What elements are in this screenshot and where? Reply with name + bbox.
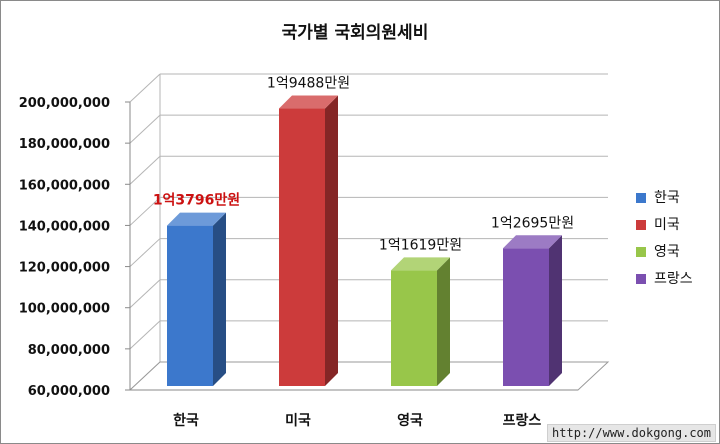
legend-label: 프랑스 (654, 271, 693, 287)
bar (279, 108, 325, 387)
bar-side (325, 95, 338, 387)
legend-swatch (636, 274, 646, 284)
watermark-url: http://www.dokgong.com (547, 424, 716, 442)
plot-area: 60,000,000 80,000,000 100,000,000 120,000,0… (19, 73, 610, 429)
bar-group (167, 212, 226, 386)
bar-side (437, 257, 450, 386)
bar (503, 248, 549, 386)
y-tick-label: 200,000,000 (19, 96, 110, 111)
data-label: 1억3796만원 (153, 193, 240, 209)
x-tick-label: 영국 (397, 412, 423, 429)
x-tick-label: 미국 (285, 413, 311, 429)
bar-top (391, 257, 450, 271)
y-tick-label: 140,000,000 (19, 219, 110, 234)
bar-side (549, 235, 562, 386)
legend-swatch (636, 193, 646, 203)
gridline-depth (129, 197, 161, 226)
bar-side (213, 212, 226, 386)
gridline-depth (129, 279, 161, 309)
data-label: 1억2695만원 (491, 215, 574, 231)
gridline-depth (129, 155, 161, 185)
legend-swatch (636, 220, 646, 230)
bar (391, 270, 437, 386)
gridline-depth (129, 114, 161, 144)
legend-label: 영국 (654, 244, 680, 260)
bar-top (503, 235, 562, 249)
y-tick-label: 180,000,000 (19, 137, 110, 152)
y-tick-label: 160,000,000 (19, 178, 110, 193)
bar-top (167, 212, 226, 226)
y-tick-label: 100,000,000 (19, 302, 110, 317)
data-label: 1억1619만원 (379, 237, 462, 253)
chart-title: 국가별 국회의원세비 (282, 23, 429, 43)
bar (167, 225, 213, 386)
bar-group (279, 95, 338, 387)
data-label: 1억9488만원 (267, 76, 350, 92)
bar-top (279, 95, 338, 109)
x-tick-label: 프랑스 (503, 413, 542, 429)
gridline-depth (129, 73, 161, 103)
legend-label: 미국 (654, 217, 680, 233)
bar-group (391, 257, 450, 386)
legend-label: 한국 (654, 190, 680, 206)
x-tick-label: 한국 (173, 413, 199, 429)
y-tick-label: 80,000,000 (28, 343, 110, 358)
legend-swatch (636, 247, 646, 257)
gridline-depth (129, 238, 161, 267)
y-tick-label: 120,000,000 (19, 261, 110, 276)
y-tick-label: 60,000,000 (28, 384, 110, 399)
bar-group (503, 235, 562, 386)
gridline-depth (129, 320, 161, 350)
